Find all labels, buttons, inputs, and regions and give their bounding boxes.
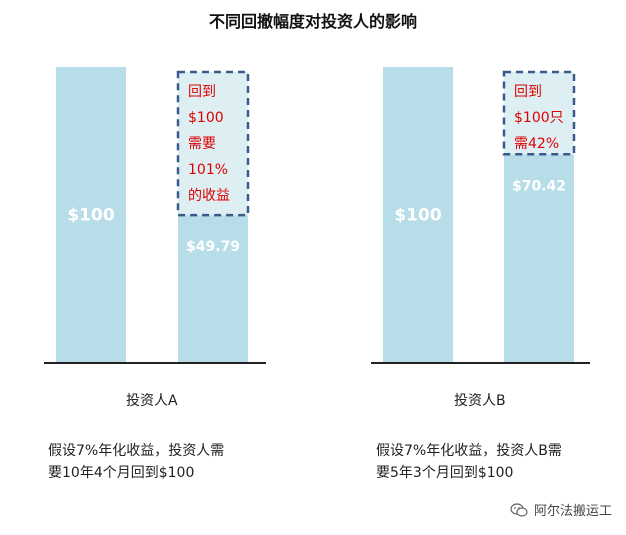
bar-initial-a xyxy=(56,67,126,362)
recovery-text-a-4: 的收益 xyxy=(188,188,230,204)
bar-after-label-a: $49.79 xyxy=(186,239,240,255)
recovery-text-b-0: 回到 xyxy=(514,84,542,100)
note-b-line-1: 假设7%年化收益，投资人B需 xyxy=(376,443,562,459)
note-a-line-1: 假设7%年化收益，投资人需 xyxy=(48,443,225,459)
recovery-text-a-3: 101% xyxy=(188,162,228,178)
caption-investor-a: 投资人A xyxy=(126,393,178,409)
note-investor-a: 假设7%年化收益，投资人需 要10年4个月回到$100 xyxy=(48,440,224,484)
bar-after-a xyxy=(178,215,248,362)
chart-title: 不同回撤幅度对投资人的影响 xyxy=(208,12,417,31)
recovery-text-b-2: 需42% xyxy=(514,136,559,152)
recovery-box-b xyxy=(502,70,576,156)
bar-initial-b xyxy=(383,67,453,362)
wechat-icon xyxy=(510,502,528,517)
caption-investor-b: 投资人B xyxy=(454,393,506,409)
recovery-text-a-0: 回到 xyxy=(188,84,216,100)
recovery-text-a-2: 需要 xyxy=(188,136,216,152)
watermark-text: 阿尔法搬运工 xyxy=(533,504,612,519)
bar-after-b xyxy=(504,154,574,362)
note-b-line-2: 要5年3个月回到$100 xyxy=(376,465,514,481)
bar-initial-label-a: $100 xyxy=(67,206,114,226)
watermark: 阿尔法搬运工 xyxy=(510,500,612,519)
recovery-box-a xyxy=(176,70,250,217)
bar-after-label-b: $70.42 xyxy=(512,178,566,194)
recovery-text-a-1: $100 xyxy=(188,110,224,126)
bar-initial-label-b: $100 xyxy=(394,206,441,226)
recovery-text-b-1: $100只 xyxy=(514,110,564,126)
note-a-line-2: 要10年4个月回到$100 xyxy=(48,465,195,481)
drawdown-chart: $100 $49.79 回到 $100 需要 101% 的收益 $100 $70.42 回到 $10… xyxy=(44,67,590,364)
note-investor-b: 假设7%年化收益，投资人B需 要5年3个月回到$100 xyxy=(376,440,562,484)
